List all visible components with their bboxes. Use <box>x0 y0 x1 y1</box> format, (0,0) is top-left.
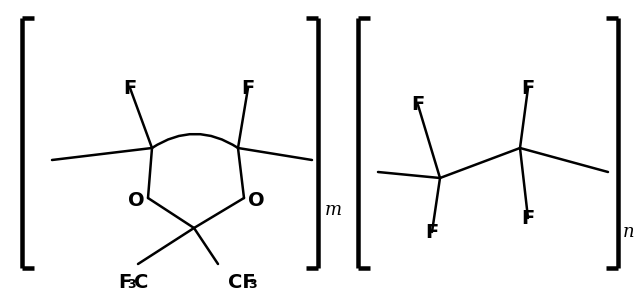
Text: n: n <box>623 223 635 241</box>
Text: 3: 3 <box>248 278 257 291</box>
Text: C: C <box>134 272 148 291</box>
Text: F: F <box>426 222 438 241</box>
Text: F: F <box>124 78 136 98</box>
Text: F: F <box>522 78 534 98</box>
Text: O: O <box>128 191 144 209</box>
Text: m: m <box>325 201 342 219</box>
Text: 3: 3 <box>127 278 136 291</box>
Text: F: F <box>118 272 131 291</box>
Text: O: O <box>248 191 264 209</box>
Text: CF: CF <box>228 272 255 291</box>
Text: F: F <box>522 208 534 228</box>
Text: F: F <box>412 95 424 115</box>
Text: F: F <box>241 78 255 98</box>
